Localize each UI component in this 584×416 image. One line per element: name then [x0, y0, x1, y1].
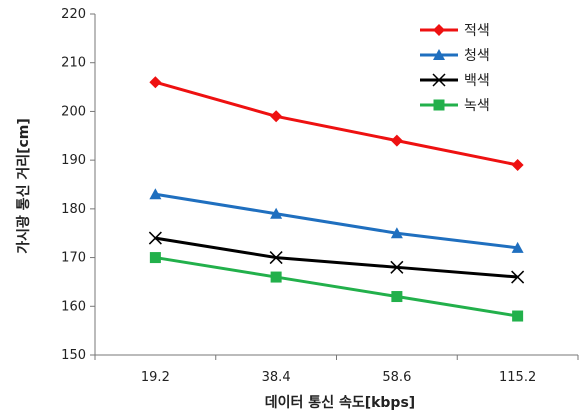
data-point [270, 271, 282, 283]
y-tick-label: 190 [61, 153, 86, 168]
y-tick-label: 160 [61, 299, 86, 314]
legend-marker [433, 24, 445, 36]
data-point [512, 310, 524, 322]
data-point [148, 231, 162, 245]
legend-label: 녹색 [464, 98, 490, 114]
series-line [154, 80, 518, 167]
series-line [155, 192, 518, 250]
data-point [390, 134, 403, 147]
data-point [390, 260, 404, 274]
x-axis-title: 데이터 통신 속도[kbps] [265, 394, 415, 411]
series-line [155, 256, 518, 318]
x-tick-label: 58.6 [382, 370, 411, 385]
axes [94, 14, 578, 356]
data-point [390, 227, 403, 239]
series-4 [149, 252, 524, 322]
legend-marker [433, 49, 445, 60]
series-1 [149, 76, 524, 172]
legend-item: 백색 [420, 73, 490, 89]
x-tick-label: 38.4 [262, 370, 291, 385]
data-point [511, 270, 525, 284]
data-point [149, 188, 162, 200]
legend-label: 적색 [464, 23, 490, 39]
y-tick-label: 200 [61, 104, 86, 119]
x-tick-label: 19.2 [141, 370, 170, 385]
legend-label: 청색 [464, 48, 490, 64]
legend-item: 청색 [420, 48, 490, 64]
y-tick-label: 170 [61, 251, 86, 266]
y-tick-label: 210 [61, 56, 86, 71]
legend-item: 녹색 [420, 98, 490, 114]
data-point [149, 252, 161, 264]
data-point [269, 251, 283, 265]
x-ticks: 19.2 38.4 58.6 115.2 [94, 355, 579, 385]
y-tick-label: 220 [61, 7, 86, 22]
series-lines [148, 76, 525, 322]
y-ticks: 150 160 170 180 190 200 210 220 [61, 7, 95, 363]
legend-marker [433, 99, 445, 111]
data-point [391, 291, 403, 303]
x-tick-label: 115.2 [499, 370, 536, 385]
series-3 [148, 231, 525, 284]
y-axis-title: 가시광 통신 거리[cm] [15, 118, 32, 254]
data-point [511, 241, 524, 253]
data-point [270, 207, 283, 219]
data-point [511, 159, 524, 172]
legend-marker [432, 73, 446, 87]
legend-item: 적색 [420, 23, 490, 39]
y-tick-label: 180 [61, 202, 86, 217]
series-2 [149, 188, 524, 253]
series-line [155, 236, 518, 279]
y-tick-label: 150 [61, 348, 86, 363]
legend-label: 백색 [464, 73, 490, 89]
data-point [149, 76, 162, 89]
data-point [270, 110, 283, 123]
